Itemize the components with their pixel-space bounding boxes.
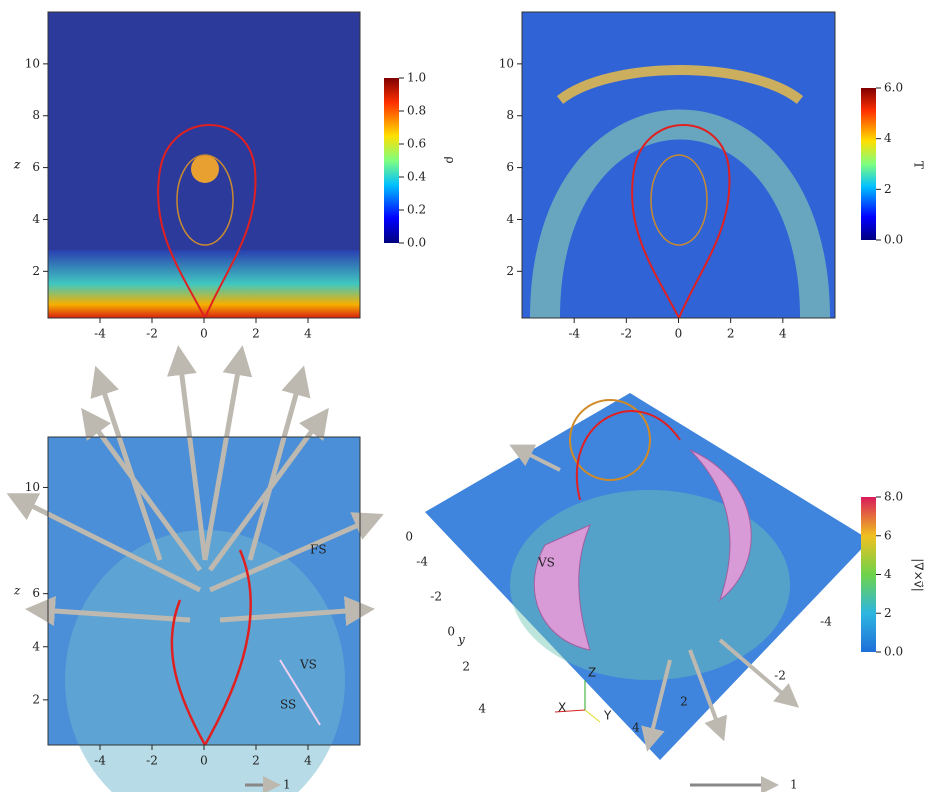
x-tick-label: 0 xyxy=(200,327,208,341)
colorbar-tick-label: 0.4 xyxy=(407,170,426,184)
x-tick-label: -4 xyxy=(94,754,106,768)
scale-label: 1 xyxy=(790,778,798,792)
y-tick-label: 0 xyxy=(447,625,455,639)
x-tick-label: 2 xyxy=(252,327,260,341)
x-tick-label: 4 xyxy=(304,754,312,768)
colorbar-label: ρ xyxy=(444,156,458,163)
annotation: VS xyxy=(299,658,317,672)
x-tick-label: -4 xyxy=(820,615,832,629)
colorbar-tick-label: 0.8 xyxy=(407,104,426,118)
x-tick-label: -2 xyxy=(774,669,786,683)
y-axis-label: z xyxy=(13,158,21,172)
colorbar-tick-label: 0.0 xyxy=(407,236,426,250)
x-tick-label: 2 xyxy=(680,695,688,709)
colorbar-tick-label: 6 xyxy=(884,528,892,542)
annotation: FS xyxy=(310,543,327,557)
y-tick-label: 2 xyxy=(506,264,514,278)
y-tick-label: 4 xyxy=(478,702,486,716)
colorbar-tick-label: 2 xyxy=(884,606,892,620)
x-tick-label: 2 xyxy=(252,754,260,768)
x-tick-label: -2 xyxy=(146,327,158,341)
colorbar-tick-label: 0.2 xyxy=(407,203,426,217)
annotation: SS xyxy=(280,698,296,712)
colorbar-label: T xyxy=(912,161,926,169)
y-tick-label: -2 xyxy=(430,590,442,604)
annotation: VS xyxy=(537,556,555,570)
x-tick-label: 4 xyxy=(304,327,312,341)
colorbar xyxy=(384,78,399,243)
x-tick-label: 4 xyxy=(632,721,640,735)
y-tick-label: 2 xyxy=(32,264,40,278)
triad-label: Z xyxy=(588,666,596,680)
colorbar xyxy=(861,497,876,652)
y-tick-label: 2 xyxy=(32,692,40,706)
colorbar xyxy=(861,88,876,240)
scale-label: 1 xyxy=(283,778,291,792)
x-tick-label: -2 xyxy=(620,327,632,341)
velocity-image xyxy=(20,360,370,792)
colorbar-tick-label: 8.0 xyxy=(884,490,903,504)
triad-label: Y xyxy=(603,709,612,723)
y-tick-label: 10 xyxy=(25,56,40,70)
x-tick-label: -2 xyxy=(146,754,158,768)
vorticity-image xyxy=(425,393,870,785)
y-tick-label: 6 xyxy=(506,160,514,174)
colorbar-tick-label: 2 xyxy=(884,182,892,196)
y-tick-label: 4 xyxy=(32,212,40,226)
x-tick-label: -4 xyxy=(94,327,106,341)
y-tick-label: 2 xyxy=(462,660,470,674)
colorbar-tick-label: 0.0 xyxy=(884,645,903,659)
colorbar-tick-label: 6.0 xyxy=(884,81,903,95)
colorbar-tick-label: 4 xyxy=(884,131,892,145)
colorbar-tick-label: 0.6 xyxy=(407,137,426,151)
x-tick-label: 4 xyxy=(779,327,787,341)
y-tick-label: 8 xyxy=(506,108,514,122)
y-tick-label: 0 xyxy=(405,530,413,544)
y-tick-label: 10 xyxy=(499,56,514,70)
colorbar-tick-label: 1.0 xyxy=(407,71,426,85)
x-tick-label: 0 xyxy=(675,327,683,341)
y-tick-label: 8 xyxy=(32,108,40,122)
y-tick-label: 6 xyxy=(32,160,40,174)
y-tick-label: 10 xyxy=(25,480,40,494)
y-tick-label: -4 xyxy=(416,555,428,569)
density-image xyxy=(48,12,360,318)
colorbar-tick-label: 4 xyxy=(884,567,892,581)
x-tick-label: 0 xyxy=(200,754,208,768)
y-tick-label: 6 xyxy=(32,586,40,600)
y-tick-label: 4 xyxy=(32,639,40,653)
x-tick-label: -4 xyxy=(568,327,580,341)
y-axis-label: y xyxy=(457,633,465,647)
y-tick-label: 4 xyxy=(506,212,514,226)
colorbar-tick-label: 0.0 xyxy=(884,233,903,247)
triad-label: X xyxy=(558,701,566,715)
x-tick-label: 2 xyxy=(727,327,735,341)
colorbar-label: |∇×v⃗| xyxy=(912,558,926,592)
temperature-image xyxy=(522,12,835,318)
y-axis-label: z xyxy=(13,584,21,598)
figure: -4-2024246810z-4-2024246810z-4-202424610… xyxy=(0,0,928,792)
